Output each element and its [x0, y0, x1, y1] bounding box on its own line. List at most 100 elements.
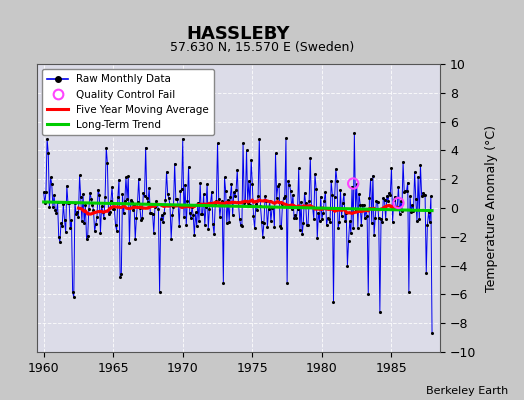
Point	[78, 218, 86, 224]
Point	[271, 150, 280, 156]
Point	[405, 288, 413, 295]
Point	[305, 197, 313, 204]
Point	[342, 210, 351, 216]
Point	[362, 207, 370, 213]
Point	[269, 204, 277, 210]
Point	[249, 213, 258, 220]
Point	[196, 180, 204, 186]
Point	[209, 221, 217, 228]
Point	[122, 174, 130, 181]
Point	[332, 166, 340, 172]
Point	[64, 200, 72, 207]
Point	[181, 182, 189, 188]
Point	[60, 216, 69, 223]
Point	[137, 217, 145, 223]
Point	[380, 197, 389, 204]
Point	[160, 209, 168, 216]
Point	[283, 280, 291, 286]
Point	[222, 188, 230, 194]
Point	[176, 188, 184, 194]
Point	[353, 181, 361, 188]
Point	[157, 216, 165, 222]
Point	[240, 200, 248, 206]
Point	[192, 223, 201, 229]
Point	[284, 178, 292, 184]
Point	[307, 204, 315, 210]
Point	[325, 216, 333, 222]
Point	[97, 203, 106, 209]
Point	[198, 211, 206, 217]
Point	[123, 196, 132, 202]
Point	[366, 176, 375, 182]
Point	[233, 167, 242, 173]
Point	[369, 172, 377, 179]
Point	[310, 216, 318, 222]
Point	[107, 198, 115, 204]
Point	[49, 204, 57, 210]
Point	[377, 216, 385, 222]
Point	[77, 194, 85, 200]
Point	[218, 198, 226, 204]
Point	[334, 225, 342, 231]
Point	[415, 216, 423, 222]
Point	[394, 184, 402, 190]
Point	[140, 193, 149, 200]
Point	[424, 209, 433, 216]
Point	[133, 199, 141, 205]
Point	[266, 198, 274, 204]
Point	[165, 195, 173, 202]
Point	[57, 220, 65, 226]
Point	[423, 222, 432, 228]
Point	[245, 178, 253, 184]
Point	[44, 150, 52, 156]
Point	[357, 222, 366, 228]
Point	[151, 204, 159, 210]
Point	[385, 190, 394, 196]
Point	[191, 209, 200, 216]
Point	[83, 233, 92, 239]
Point	[183, 198, 192, 204]
Point	[349, 225, 357, 231]
Point	[416, 162, 424, 168]
Point	[93, 214, 101, 220]
Point	[300, 190, 309, 196]
Point	[108, 184, 116, 190]
Point	[156, 288, 164, 295]
Point	[262, 198, 270, 204]
Point	[121, 198, 129, 204]
Point	[211, 201, 220, 208]
Point	[322, 222, 331, 228]
Point	[410, 169, 419, 175]
Point	[43, 136, 51, 142]
Point	[309, 204, 317, 210]
Point	[274, 183, 282, 190]
Point	[236, 222, 245, 228]
Point	[289, 192, 297, 198]
Point	[255, 136, 264, 142]
Point	[348, 184, 356, 190]
Point	[344, 238, 353, 244]
Point	[331, 194, 339, 200]
Point	[315, 218, 324, 224]
Point	[400, 188, 408, 195]
Point	[359, 201, 368, 208]
Point	[148, 211, 157, 217]
Point	[159, 219, 167, 225]
Point	[337, 213, 346, 220]
Point	[296, 227, 304, 234]
Point	[370, 231, 378, 238]
Point	[351, 206, 359, 213]
Point	[65, 200, 73, 206]
Point	[135, 176, 143, 182]
Point	[311, 171, 319, 177]
Point	[136, 204, 144, 211]
Title: HASSLEBY: HASSLEBY	[187, 25, 290, 43]
Point	[124, 173, 133, 180]
Text: 57.630 N, 15.570 E (Sweden): 57.630 N, 15.570 E (Sweden)	[170, 42, 354, 54]
Point	[201, 221, 209, 228]
Point	[313, 235, 321, 242]
Point	[162, 169, 171, 175]
Point	[290, 215, 298, 221]
Point	[219, 280, 227, 286]
Point	[257, 218, 266, 225]
